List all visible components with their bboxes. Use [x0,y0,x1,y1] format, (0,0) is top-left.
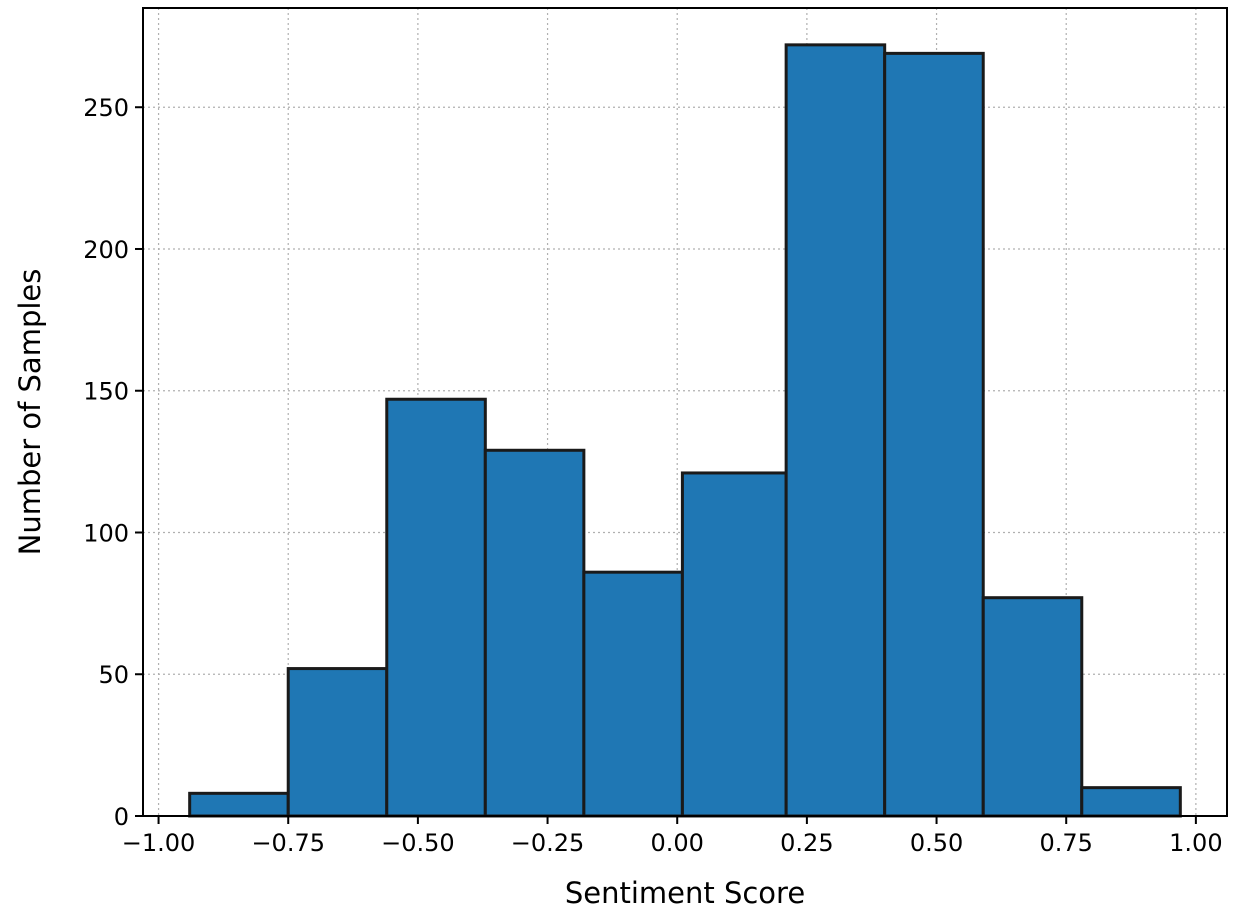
y-tick-label: 0 [114,803,129,831]
x-tick-label: 0.25 [780,829,833,857]
x-tick-label: 0.00 [651,829,704,857]
histogram-bars [188,43,1182,818]
x-tick-label: −0.50 [381,829,455,857]
x-axis-label: Sentiment Score [565,876,805,910]
x-tick-label: −0.75 [251,829,325,857]
histogram-bar [385,397,487,818]
y-axis-label: Number of Samples [13,269,47,556]
y-tick-label: 100 [83,519,129,547]
x-tick-label: 0.50 [910,829,963,857]
x-axis-ticks: −1.00 −0.75 −0.50 −0.25 0.00 0.25 0.50 0.75 1.00 [122,816,1223,857]
histogram-bar [883,51,985,818]
histogram-bar [286,667,389,818]
histogram-bar [1080,786,1182,818]
x-tick-label: −1.00 [122,829,196,857]
x-tick-label: 1.00 [1169,829,1222,857]
x-tick-label: 0.75 [1039,829,1092,857]
histogram-bar [582,570,684,818]
x-tick-label: −0.25 [511,829,585,857]
y-axis-ticks: 0 50 100 150 200 250 [83,94,143,831]
histogram-bar [981,596,1084,818]
plot-frame [142,7,1228,817]
histogram-bar [188,791,290,818]
histogram-bar [680,471,788,818]
y-tick-label: 250 [83,94,129,122]
y-tick-label: 50 [98,661,129,689]
histogram-bar [784,43,887,818]
histogram-bar [483,448,586,818]
y-tick-label: 150 [83,378,129,406]
y-tick-label: 200 [83,236,129,264]
